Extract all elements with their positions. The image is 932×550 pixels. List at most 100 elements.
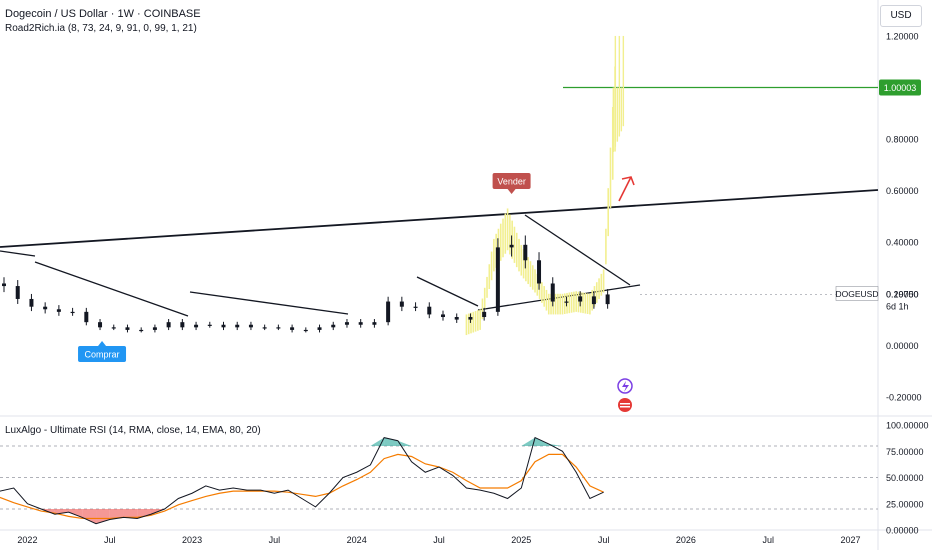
time-tick-label: 2022 (17, 535, 37, 545)
candle-body (152, 327, 157, 330)
rsi-legend[interactable]: LuxAlgo - Ultimate RSI (14, RMA, close, … (5, 425, 261, 436)
candle-body (180, 322, 185, 328)
time-tick-label: 2027 (841, 535, 861, 545)
time-tick-label: Jul (598, 535, 610, 545)
candle-body (399, 301, 404, 307)
trendline (0, 250, 36, 257)
candle-body (2, 283, 7, 287)
rsi-tick-label: 50.00000 (886, 473, 924, 483)
us-flag-icon (618, 398, 632, 412)
candle-body (166, 322, 171, 328)
candle-body (276, 327, 281, 329)
time-tick-label: Jul (433, 535, 445, 545)
last-price-label: 0.19750 (886, 289, 919, 299)
time-tick-label: Jul (269, 535, 281, 545)
candle-body (441, 314, 445, 318)
rsi-tick-label: 0.00000 (886, 526, 919, 536)
price-tick-label: 0.60000 (886, 186, 919, 196)
signal-band-layer (465, 35, 625, 336)
price-tick-label: 0.80000 (886, 135, 919, 145)
candle-body (523, 244, 528, 261)
candle-body (139, 329, 144, 332)
target-price-badge (879, 79, 921, 96)
target-price-label: 1.00003 (884, 83, 917, 93)
candle-body (262, 327, 267, 329)
candle-body (427, 306, 432, 315)
time-tick-label: 2026 (676, 535, 696, 545)
sell-badge (492, 173, 531, 189)
candle-body (564, 301, 569, 303)
candle-body (125, 327, 130, 330)
time-tick-label: Jul (104, 535, 116, 545)
candle-body (194, 324, 199, 328)
candle-body (578, 296, 583, 302)
symbol-badge (835, 286, 879, 301)
candle-body (331, 324, 336, 328)
candle-body (248, 324, 253, 328)
flag-stripe (620, 403, 630, 405)
lightning-icon (622, 381, 629, 392)
buy-label: Comprar (85, 350, 120, 360)
rsi-tick-label: 75.00000 (886, 447, 924, 457)
badges-layer: Vender Comprar 1.00003 DOGEUSD 0.19750 6d 1h (78, 79, 921, 412)
candle-body (454, 317, 459, 320)
rsi-tick-label: 100.00000 (886, 421, 929, 431)
rsi-pane (0, 436, 878, 525)
candle-body (111, 327, 116, 329)
price-tick-label: 1.20000 (886, 31, 919, 41)
candles-layer (2, 235, 610, 333)
rsi-signal-line (0, 453, 604, 520)
candle-body (43, 306, 48, 310)
candle-body (358, 322, 363, 325)
price-tick-label: -0.20000 (886, 392, 922, 402)
candle-body (317, 327, 322, 330)
candle-body (413, 306, 418, 308)
candle-body (207, 324, 212, 326)
candle-body (303, 329, 308, 332)
symbol-title: Dogecoin / US Dollar · 1W · COINBASE (5, 8, 201, 20)
candle-body (84, 311, 89, 323)
trendlines-layer (0, 86, 879, 317)
candle-body (15, 286, 20, 299)
time-tick-label: 2024 (347, 535, 367, 545)
rsi-oversold-fill (109, 509, 124, 520)
candle-body (70, 311, 75, 314)
time-tick-label: 2025 (511, 535, 531, 545)
countdown-label: 6d 1h (886, 301, 909, 311)
candle-body (495, 247, 500, 312)
price-tick-label: 0.20000 (886, 289, 919, 299)
candle-body (482, 311, 487, 318)
indicator-legend[interactable]: Road2Rich.ia (8, 73, 24, 9, 91, 0, 99, 1… (5, 23, 197, 34)
rsi-oversold-fill (137, 509, 151, 519)
rsi-overbought-fill (397, 440, 412, 446)
candle-body (29, 298, 34, 307)
axes-layer: 1.200001.000000.800000.600000.400000.200… (17, 31, 928, 545)
candle-body (98, 322, 103, 328)
price-tick-label: 0.40000 (886, 238, 919, 248)
candle-body (537, 260, 542, 284)
candle-body (509, 244, 514, 248)
rsi-line (0, 436, 604, 525)
trendline (0, 189, 879, 248)
rsi-tick-label: 25.00000 (886, 499, 924, 509)
sell-badge-pointer (507, 189, 516, 194)
rsi-overbought-fill (384, 437, 398, 446)
rsi-oversold-fill (123, 509, 138, 519)
candle-body (386, 301, 391, 323)
candle-body (468, 317, 473, 320)
sell-label: Vender (497, 177, 526, 187)
candle-body (290, 327, 295, 330)
buy-badge-pointer (98, 341, 107, 346)
trendline (34, 261, 189, 317)
price-tick-label: 0.00000 (886, 341, 919, 351)
candle-body (56, 309, 61, 312)
rsi-oversold-fill (96, 509, 110, 524)
trendline (416, 276, 479, 307)
rsi-oversold-fill (54, 509, 69, 515)
candle-body (221, 324, 226, 328)
candle-body (235, 324, 240, 328)
currency-button[interactable]: USD (880, 5, 922, 27)
candle-body (605, 294, 610, 305)
